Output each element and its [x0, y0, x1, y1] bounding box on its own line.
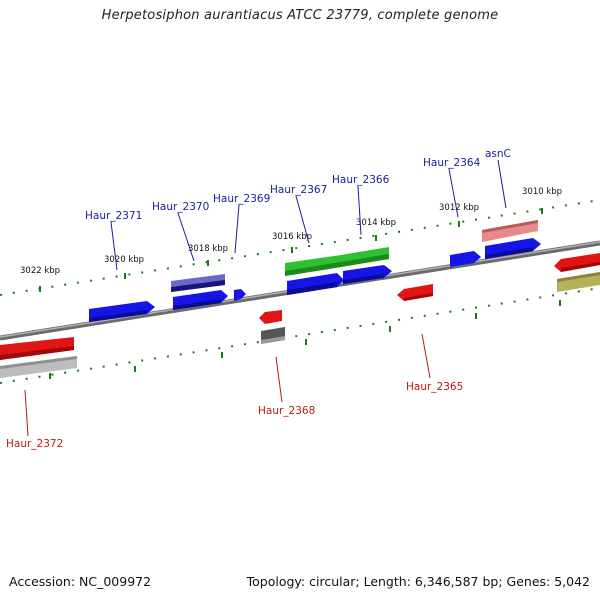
scale-label: 3022 kbp: [20, 266, 60, 276]
scale-label: 3016 kbp: [272, 232, 312, 242]
forward-leaders: [110, 159, 507, 271]
gene-arrow-shade: [287, 282, 337, 295]
gene-arrow[interactable]: [259, 310, 282, 324]
gene-label[interactable]: Haur_2370: [152, 201, 209, 213]
gene-box-top: [557, 272, 600, 282]
gene-box-shade: [171, 280, 225, 292]
gene-label[interactable]: Haur_2364: [423, 157, 481, 169]
gene-label[interactable]: Haur_2367: [270, 184, 327, 196]
leader-line: [177, 212, 195, 262]
gene-label[interactable]: Haur_2369: [213, 193, 270, 205]
forward-major-ticks: [39, 208, 543, 292]
forward-genes: [89, 220, 541, 322]
gene-box-shade: [341, 254, 389, 267]
gene-box-shade: [285, 262, 341, 276]
gene-label[interactable]: Haur_2371: [85, 210, 142, 222]
gene-arrow-shade: [0, 346, 74, 360]
gene-arrow-shade: [561, 262, 600, 272]
leader-line: [275, 356, 283, 403]
gene-arrow[interactable]: [234, 289, 246, 301]
accession-text: Accession: NC_009972: [9, 574, 152, 589]
leader-line: [234, 204, 240, 254]
gene-label[interactable]: Haur_2368: [258, 405, 315, 417]
scale-label: 3020 kbp: [104, 255, 144, 265]
scale-label: 3010 kbp: [522, 187, 562, 197]
leader-line: [24, 389, 29, 437]
leader-line: [110, 221, 118, 271]
gene-arrow-shade: [404, 293, 433, 301]
gene-box-shade: [261, 336, 285, 344]
gene-box-top: [0, 356, 77, 369]
leader-line: [497, 159, 507, 209]
gene-arrow-shade: [343, 274, 384, 284]
gene-arrow[interactable]: [554, 253, 600, 272]
scale-label: 3014 kbp: [356, 218, 396, 228]
leader-line: [448, 168, 459, 218]
scale-label: 3018 kbp: [188, 244, 228, 254]
gene-box[interactable]: [557, 272, 600, 292]
leader-line: [421, 333, 431, 379]
gene-label[interactable]: Haur_2365: [406, 381, 463, 393]
scale-label: 3012 kbp: [439, 203, 479, 213]
genome-summary-text: Topology: circular; Length: 6,346,587 bp…: [246, 574, 590, 589]
reverse-genes: [0, 253, 600, 378]
leader-line: [295, 195, 310, 244]
gene-arrow-shade: [89, 310, 147, 322]
gene-label[interactable]: Haur_2372: [6, 438, 63, 450]
gene-arrow-shade: [173, 299, 221, 310]
gene-box-top: [482, 220, 538, 233]
reverse-major-ticks: [49, 300, 561, 379]
gene-arrow-shade: [485, 247, 533, 259]
gene-arrow[interactable]: [450, 251, 481, 267]
reverse-leaders: [24, 333, 431, 437]
gene-label[interactable]: asnC: [485, 148, 511, 160]
gene-label[interactable]: Haur_2366: [332, 174, 390, 186]
leader-line: [357, 185, 362, 236]
reverse-tick-line: [0, 287, 600, 384]
genome-title: Herpetosiphon aurantiacus ATCC 23779, co…: [101, 8, 499, 23]
